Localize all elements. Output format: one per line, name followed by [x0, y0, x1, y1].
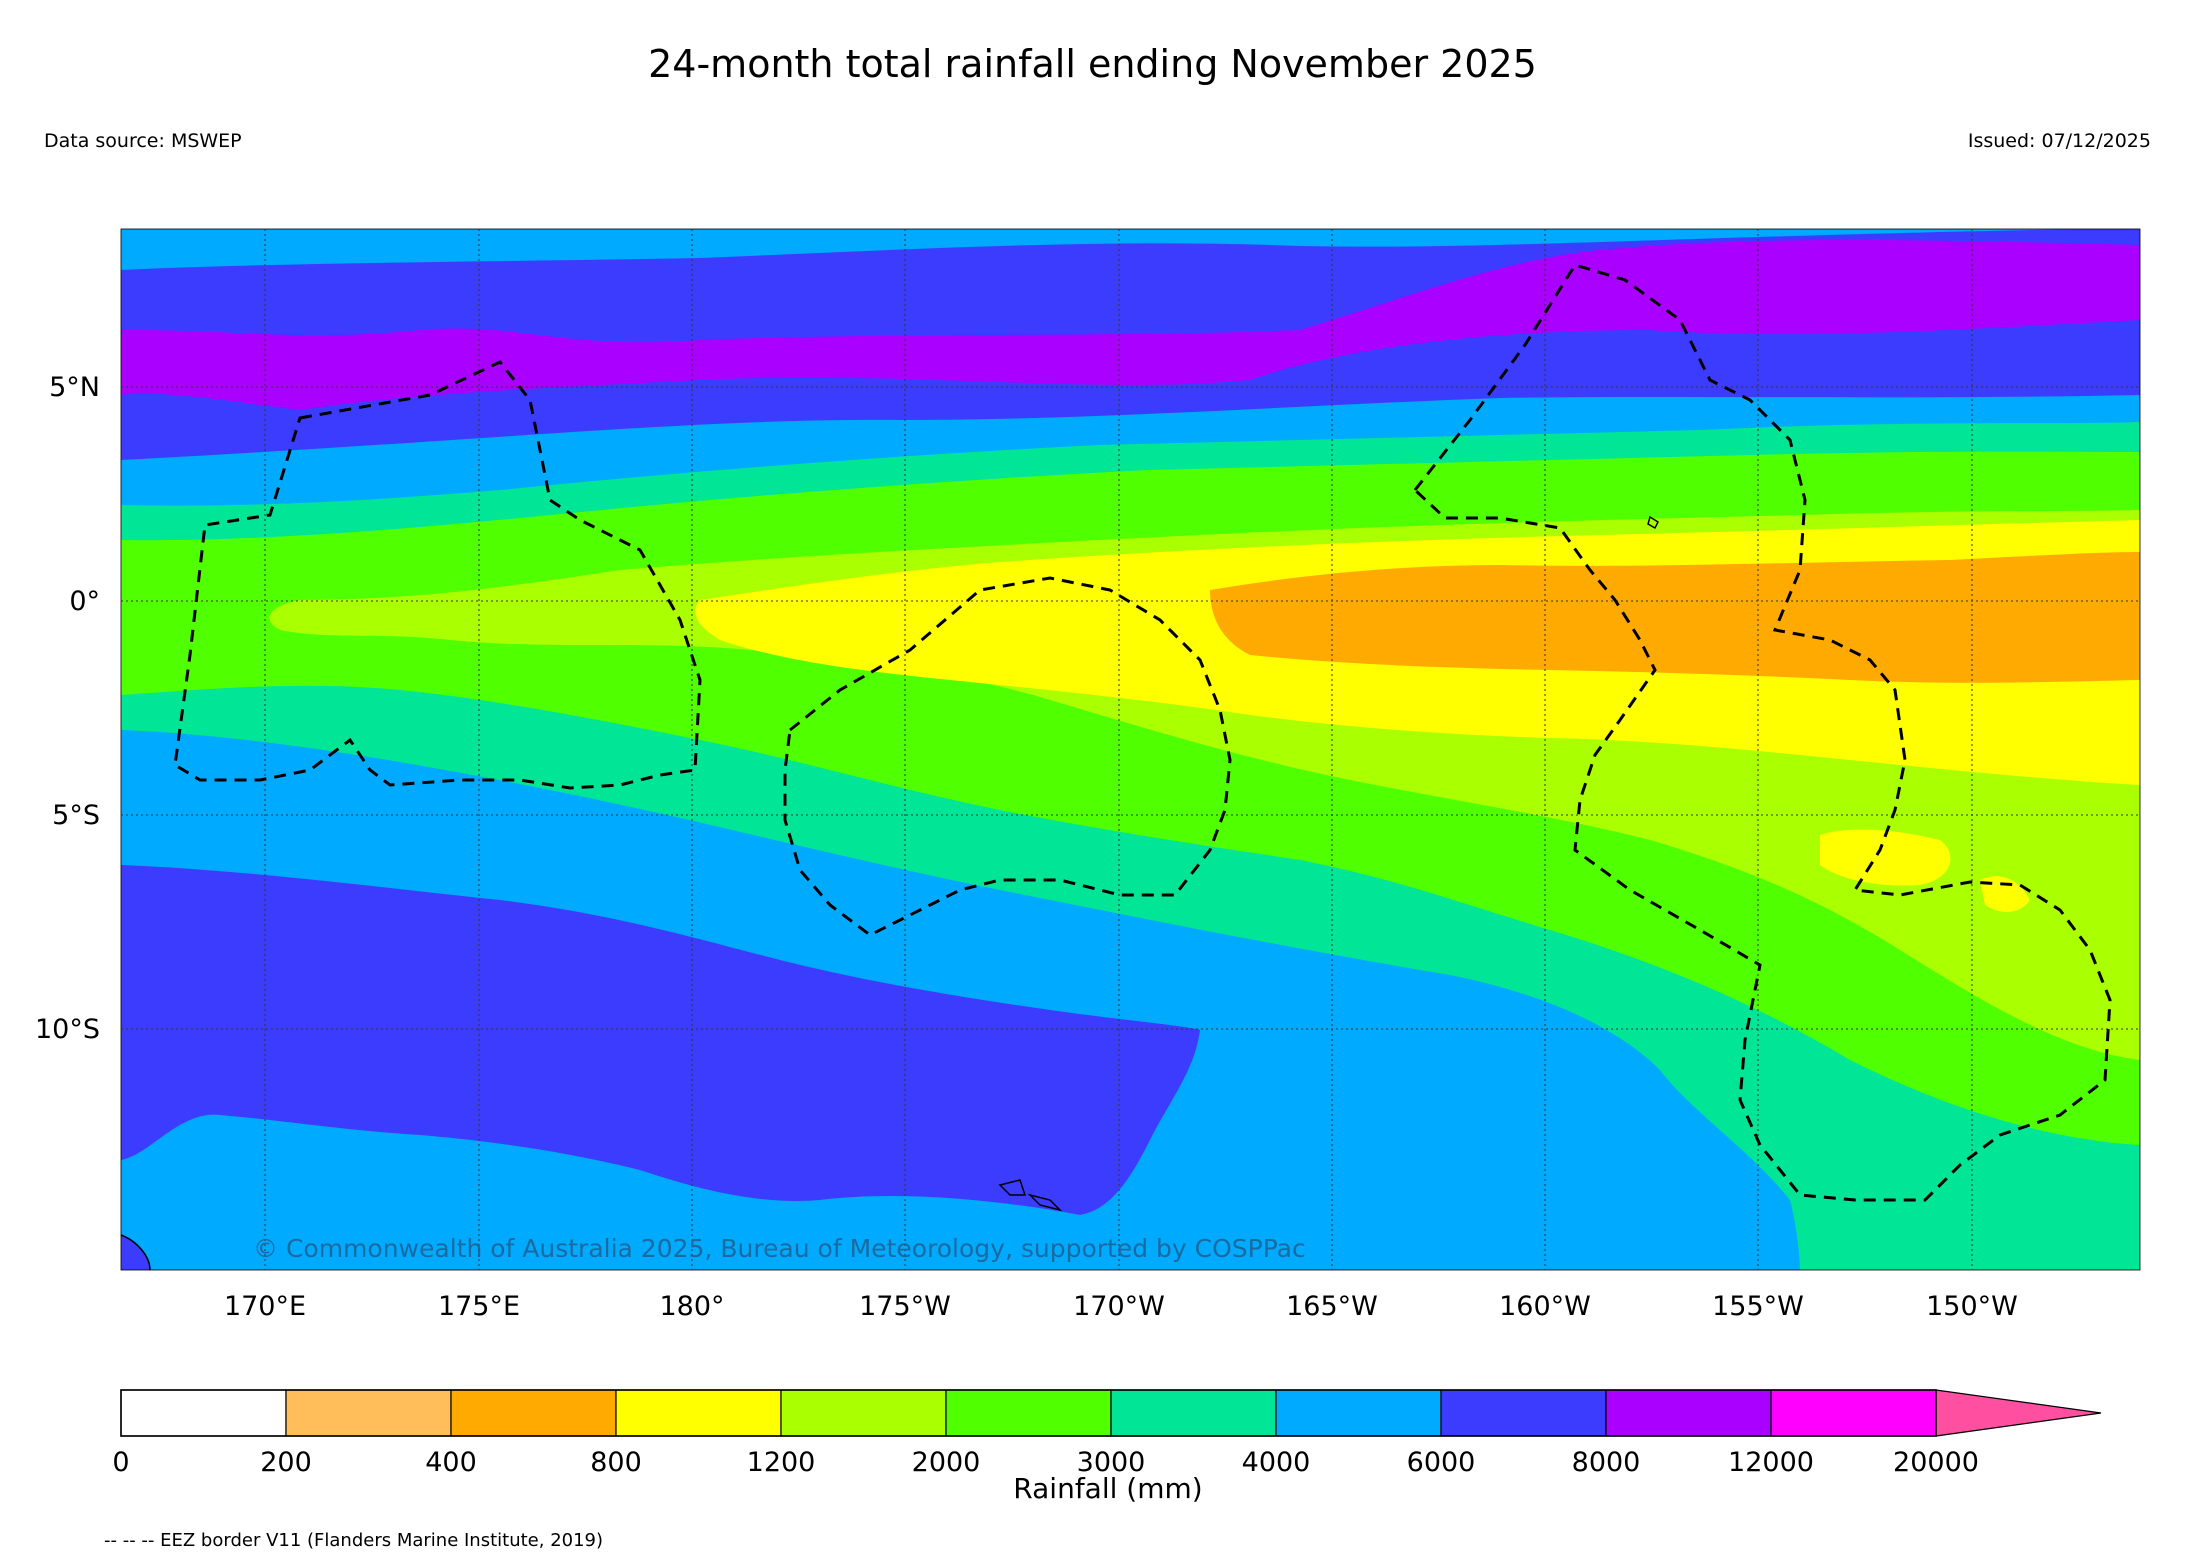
colorbar-outline — [120, 1389, 1937, 1437]
colorbar — [120, 1389, 2102, 1437]
islands — [120, 515, 1659, 1271]
lon-tick-label: 150°W — [1926, 1291, 2018, 1322]
lon-tick-label: 170°E — [224, 1291, 306, 1322]
data-source-label: Data source: MSWEP — [44, 130, 242, 152]
colorbar-segment — [780, 1389, 947, 1437]
colorbar-segment — [1605, 1389, 1772, 1437]
lon-tick-label: 155°W — [1712, 1291, 1804, 1322]
lon-tick-label: 165°W — [1286, 1291, 1378, 1322]
colorbar-tick-label: 2000 — [912, 1447, 981, 1478]
lat-tick-label: 5°S — [52, 800, 100, 831]
colorbar-segment — [945, 1389, 1112, 1437]
colorbar-tick-label: 3000 — [1077, 1447, 1146, 1478]
lat-tick-label: 5°N — [49, 372, 100, 403]
lon-tick-label: 175°W — [859, 1291, 951, 1322]
colorbar-segment — [120, 1389, 287, 1437]
colorbar-segment — [1440, 1389, 1607, 1437]
map-frame — [120, 228, 2141, 1271]
lon-tick-label: 180° — [659, 1291, 724, 1322]
colorbar-segment — [1275, 1389, 1442, 1437]
colorbar-segment — [1770, 1389, 1937, 1437]
colorbar-tick-label: 4000 — [1242, 1447, 1311, 1478]
map-title: 24-month total rainfall ending November … — [648, 42, 1537, 86]
colorbar-segment — [1110, 1389, 1277, 1437]
colorbar-tick-label: 800 — [590, 1447, 642, 1478]
colorbar-tick-label: 6000 — [1407, 1447, 1476, 1478]
copyright-text: © Commonwealth of Australia 2025, Bureau… — [253, 1234, 1306, 1263]
colorbar-segment — [450, 1389, 617, 1437]
colorbar-tick-label: 200 — [260, 1447, 312, 1478]
eez-footnote: -- -- -- EEZ border V11 (Flanders Marine… — [104, 1530, 604, 1551]
colorbar-tick-label: 8000 — [1572, 1447, 1641, 1478]
colorbar-tick-label: 0 — [112, 1447, 129, 1478]
colorbar-tick-label: 1200 — [747, 1447, 816, 1478]
eez-borders — [173, 263, 2112, 1202]
colorbar-segment — [615, 1389, 782, 1437]
colorbar-segment — [285, 1389, 452, 1437]
lon-tick-label: 160°W — [1499, 1291, 1591, 1322]
colorbar-tick-label: 12000 — [1728, 1447, 1814, 1478]
colorbar-tick-label: 20000 — [1893, 1447, 1979, 1478]
colorbar-ticks: 0 200 400 800 1200 2000 3000 4000 6000 8000 12000 2… — [112, 1447, 1979, 1478]
lat-tick-label: 0° — [69, 586, 100, 617]
rainfall-field — [121, 229, 2140, 1270]
lon-tick-label: 170°W — [1073, 1291, 1165, 1322]
colorbar-tick-label: 400 — [425, 1447, 477, 1478]
graticule — [121, 229, 2140, 1270]
lat-tick-label: 10°S — [35, 1014, 100, 1045]
colorbar-extend-arrow — [1935, 1389, 2102, 1437]
issued-date-label: Issued: 07/12/2025 — [1967, 130, 2151, 152]
colorbar-label: Rainfall (mm) — [1013, 1472, 1202, 1505]
lon-tick-label: 175°E — [438, 1291, 520, 1322]
